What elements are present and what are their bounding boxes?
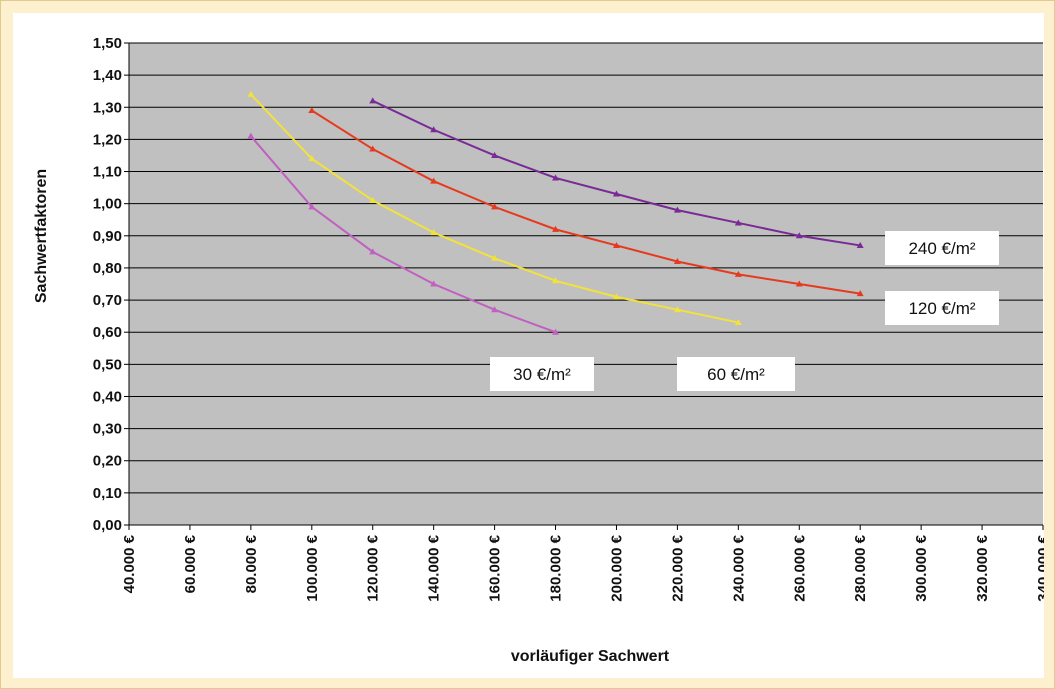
- series-1: [247, 90, 742, 326]
- data-point: [612, 241, 620, 248]
- label-background: [490, 357, 594, 391]
- data-point: [369, 196, 377, 203]
- data-point: [856, 290, 864, 297]
- label-background: [885, 291, 999, 325]
- series-label: 120 €/m²: [908, 299, 975, 318]
- line-chart: 0,00 0,10 0,20 0,30 0,40 0,50 0,60 0,70 0,80 0,90…: [33, 35, 1044, 665]
- x-tick-label: 200.000 €: [608, 534, 625, 601]
- data-point: [491, 151, 499, 158]
- series-label-box: 120 €/m²: [885, 291, 999, 325]
- y-tick-label: 0,40: [93, 388, 122, 405]
- series-line: [311, 109, 861, 295]
- plot-area: [129, 43, 1043, 525]
- x-tick-label: 140.000 €: [426, 534, 443, 601]
- y-tick-label: 1,30: [93, 99, 122, 116]
- x-tick-label: 300.000 €: [913, 534, 930, 601]
- x-tick-label: 120.000 €: [365, 534, 382, 601]
- y-tick-label: 1,20: [93, 131, 122, 148]
- x-tick-label: 320.000 €: [974, 534, 991, 601]
- y-tick-label: 0,70: [93, 292, 122, 309]
- data-point: [673, 206, 681, 213]
- data-point: [734, 319, 742, 326]
- x-tick-label: 60.000 €: [182, 534, 199, 593]
- series-label-box: 60 €/m²: [677, 357, 795, 391]
- data-point: [795, 232, 803, 239]
- x-tick-label: 40.000 €: [121, 534, 138, 593]
- y-tick-label: 0,80: [93, 260, 122, 277]
- series-2: [308, 106, 864, 297]
- x-axis-title: vorläufiger Sachwert: [511, 648, 670, 665]
- y-tick-label: 1,00: [93, 196, 122, 213]
- data-point: [369, 97, 377, 104]
- y-tick-label: 1,50: [93, 35, 122, 52]
- x-tick-label: 260.000 €: [791, 534, 808, 601]
- chart-panel: 0,00 0,10 0,20 0,30 0,40 0,50 0,60 0,70 0,80 0,90…: [13, 13, 1044, 678]
- data-point: [734, 219, 742, 226]
- y-tick-label: 0,60: [93, 324, 122, 341]
- y-tick-label: 0,30: [93, 421, 122, 438]
- y-tick-label: 0,50: [93, 356, 122, 373]
- data-point: [734, 270, 742, 277]
- y-tick-label: 0,90: [93, 228, 122, 245]
- y-tick-label: 0,20: [93, 453, 122, 470]
- data-point: [247, 132, 255, 139]
- data-point: [856, 241, 864, 248]
- data-point: [247, 90, 255, 97]
- x-tick-label: 180.000 €: [548, 534, 565, 601]
- y-tick-label: 0,10: [93, 485, 122, 502]
- data-point: [491, 203, 499, 210]
- x-tick-label: 280.000 €: [852, 534, 869, 601]
- data-point: [612, 190, 620, 197]
- x-tick-label: 220.000 €: [669, 534, 686, 601]
- data-point: [673, 306, 681, 313]
- series-label-box: 30 €/m²: [490, 357, 594, 391]
- data-point: [552, 225, 560, 232]
- data-point: [430, 126, 438, 133]
- data-point: [369, 248, 377, 255]
- y-tick-label: 1,10: [93, 164, 122, 181]
- x-tick-label: 340.000 €: [1035, 534, 1044, 601]
- data-point: [673, 258, 681, 265]
- data-point: [308, 155, 316, 162]
- x-tick-label: 80.000 €: [243, 534, 260, 593]
- label-background: [885, 231, 999, 265]
- x-tick-label: 240.000 €: [730, 534, 747, 601]
- y-tick-label: 1,40: [93, 67, 122, 84]
- data-point: [612, 293, 620, 300]
- data-point: [491, 306, 499, 313]
- data-point: [552, 174, 560, 181]
- data-point: [552, 277, 560, 284]
- data-point: [430, 229, 438, 236]
- series-line: [250, 135, 556, 334]
- series-label: 30 €/m²: [513, 365, 571, 384]
- x-tick-label: 100.000 €: [304, 534, 321, 601]
- label-background: [677, 357, 795, 391]
- data-point: [430, 280, 438, 287]
- series-0: [247, 132, 560, 335]
- data-point: [308, 203, 316, 210]
- y-tick-label: 0,00: [93, 517, 122, 534]
- x-tick-label: 160.000 €: [487, 534, 504, 601]
- data-point: [308, 106, 316, 113]
- series-3: [369, 97, 864, 248]
- series-label: 60 €/m²: [707, 365, 765, 384]
- data-point: [430, 177, 438, 184]
- data-point: [552, 328, 560, 335]
- data-point: [491, 254, 499, 261]
- data-point: [795, 280, 803, 287]
- y-axis-title: Sachwertfaktoren: [33, 169, 50, 303]
- series-label: 240 €/m²: [908, 239, 975, 258]
- series-label-box: 240 €/m²: [885, 231, 999, 265]
- data-point: [369, 145, 377, 152]
